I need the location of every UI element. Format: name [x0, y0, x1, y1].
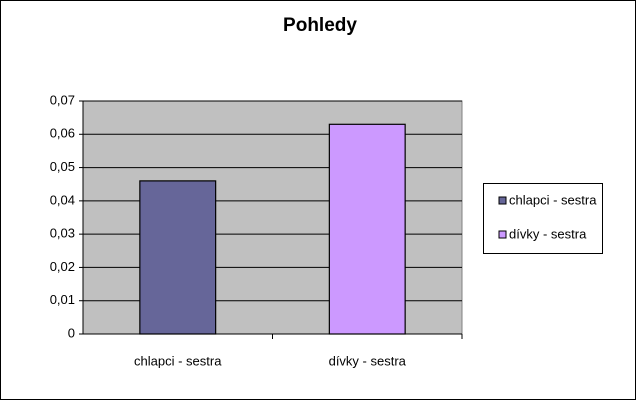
legend-swatch: [498, 196, 507, 205]
legend-box: [483, 183, 603, 254]
y-tick-label: 0,05: [50, 159, 75, 174]
bar: [328, 123, 406, 335]
bar: [139, 180, 217, 335]
legend-swatch: [498, 230, 507, 239]
y-tick-label: 0,04: [50, 192, 75, 207]
y-tick-label: 0,02: [50, 259, 75, 274]
legend-label: dívky - sestra: [509, 226, 587, 241]
y-tick-label: 0,01: [50, 292, 75, 307]
x-tick-label: dívky - sestra: [329, 353, 407, 368]
y-tick-label: 0,03: [50, 226, 75, 241]
y-tick-label: 0,07: [50, 92, 75, 107]
y-tick-label: 0,06: [50, 126, 75, 141]
chart-title: Pohledy: [283, 15, 357, 36]
y-tick-label: 0: [68, 325, 75, 340]
x-tick-label: chlapci - sestra: [134, 353, 222, 368]
legend-label: chlapci - sestra: [509, 192, 597, 207]
